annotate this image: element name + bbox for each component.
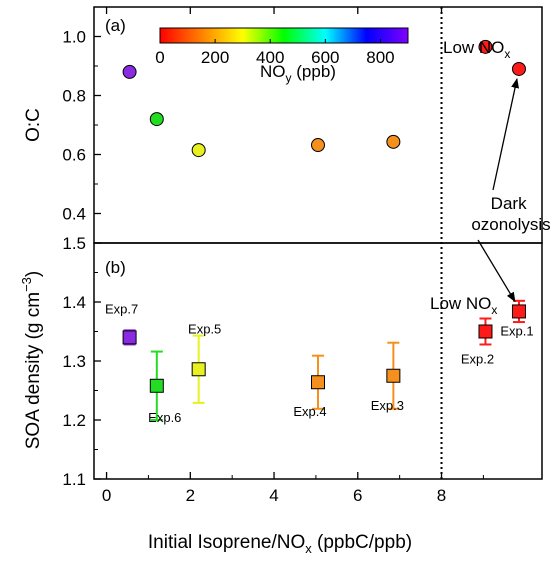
dark-ozonolysis-line2: ozonolysis: [471, 215, 550, 234]
oc-point-2: [149, 112, 164, 127]
density-point-6: [478, 324, 493, 339]
density-point-2: [149, 378, 164, 393]
oc-point-6: [478, 39, 493, 54]
exp-label-7: Exp.1: [500, 323, 533, 338]
dark-ozonolysis-line1: Dark: [491, 194, 527, 213]
exp-label-3: Exp.5: [188, 321, 221, 336]
panel-a-ylabel: O:C: [23, 108, 44, 142]
exp-label-6: Exp.2: [461, 352, 494, 367]
low-nox-a-main: Low NO: [443, 38, 504, 57]
oc-point-5: [386, 134, 401, 149]
colorbar-title-sub: y: [286, 71, 292, 85]
panel-b-points: Exp.7 Exp.6 Exp.5 Exp.4 Exp.3 Exp.2 Exp.1: [105, 299, 534, 425]
colorbar-title-main: NO: [260, 62, 286, 81]
low-nox-b-main: Low NO: [430, 294, 491, 313]
x-tick-label-4: 4: [269, 486, 278, 505]
low-nox-b-sub: x: [491, 303, 497, 317]
b-y-tick-label-4: 1.5: [62, 234, 86, 253]
panel-b-ylabel-main: SOA density (g cm: [23, 292, 44, 449]
arrow-to-oc-point: [492, 77, 519, 191]
density-point-7: [511, 304, 526, 319]
exp-label-4: Exp.4: [293, 404, 326, 419]
x-axis-title-sub: x: [305, 541, 312, 556]
b-y-tick-label-2: 1.3: [62, 352, 86, 371]
b-y-tick-label-0: 1.1: [62, 470, 86, 489]
colorbar-tick-label-600: 600: [311, 48, 339, 67]
colorbar-tick-label-400: 400: [256, 48, 284, 67]
annotation-arrows: [477, 77, 519, 303]
x-tick-label-2: 2: [186, 486, 195, 505]
exp-label-2: Exp.6: [148, 410, 181, 425]
density-point-3: [191, 362, 206, 377]
a-y-tick-label-0: 0.4: [62, 205, 86, 224]
arrow-to-density-point: [477, 239, 516, 303]
x-axis-title: Initial Isoprene/NOx (ppbC/ppb): [148, 532, 412, 556]
axis-ticks: 0 2 4 6 8 0.4 0.6 0.8 1.0 1.1 1.2 1.3 1.4 1.5: [62, 6, 484, 505]
oc-point-3: [191, 143, 206, 158]
colorbar-tick-label-0: 0: [155, 48, 164, 67]
exp-label-1: Exp.7: [105, 301, 138, 316]
low-nox-label-a: Low NOx: [443, 38, 510, 61]
colorbar-tick-label-200: 200: [201, 48, 229, 67]
low-nox-a-sub: x: [504, 47, 510, 61]
x-axis-title-end: (ppbC/ppb): [312, 532, 412, 553]
panel-b-ylabel-end: ): [23, 271, 44, 277]
dark-ozonolysis-label: Dark ozonolysis: [471, 194, 550, 234]
x-tick-label-6: 6: [353, 486, 362, 505]
low-nox-label-b: Low NOx: [430, 294, 497, 317]
oc-point-1: [122, 64, 137, 79]
colorbar-tick-label-800: 800: [366, 48, 394, 67]
panel-b-label: (b): [105, 258, 126, 277]
a-y-tick-label-2: 0.8: [62, 87, 86, 106]
a-y-tick-label-1: 0.6: [62, 146, 86, 165]
density-point-4: [311, 375, 325, 390]
x-tick-label-8: 8: [437, 486, 446, 505]
colorbar-title-end: (ppb): [292, 62, 336, 81]
density-point-1: [122, 330, 137, 345]
oc-point-4: [311, 138, 325, 153]
panel-b-ylabel-sup: −3: [19, 277, 34, 292]
colorbar-bar: [159, 27, 409, 44]
panel-b-ylabel: SOA density (g cm−3): [19, 271, 44, 450]
x-axis-title-main: Initial Isoprene/NO: [148, 532, 305, 553]
b-y-tick-label-3: 1.4: [62, 293, 86, 312]
b-y-tick-label-1: 1.2: [62, 411, 86, 430]
a-y-tick-label-3: 1.0: [62, 28, 86, 47]
panel-a-label: (a): [105, 16, 126, 35]
x-tick-label-0: 0: [102, 486, 111, 505]
oc-point-7: [511, 61, 526, 76]
panel-a-points: [122, 39, 526, 158]
colorbar: 0 200 400 600 800: [155, 27, 409, 67]
exp-label-5: Exp.3: [371, 398, 404, 413]
density-point-5: [386, 368, 401, 383]
colorbar-title: NOy (ppb): [260, 62, 336, 85]
